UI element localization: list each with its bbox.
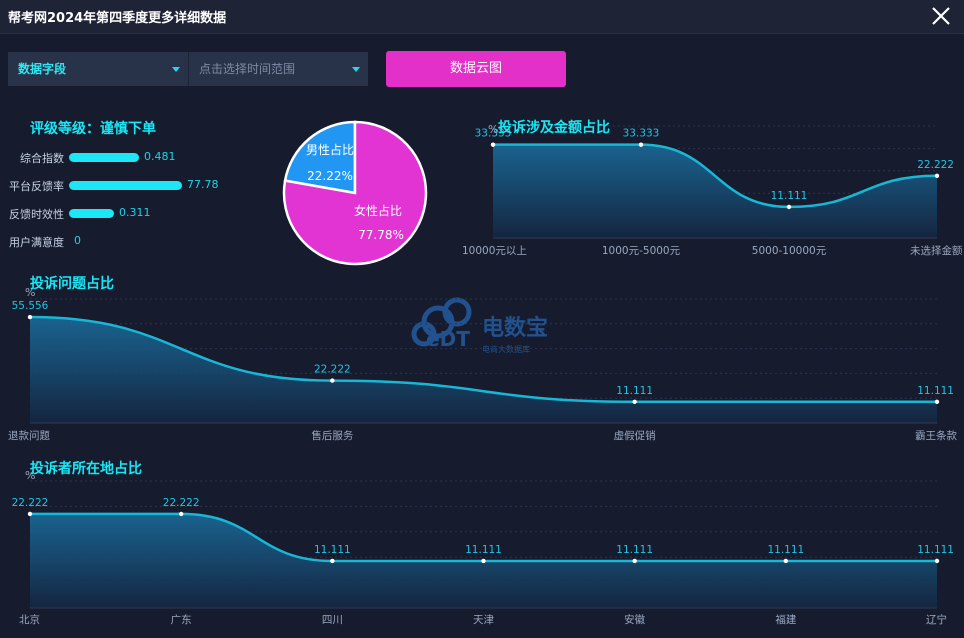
pie-slice-label: 男性占比 bbox=[306, 142, 354, 157]
chevron-down-icon bbox=[172, 67, 180, 72]
data-cloud-button[interactable]: 数据云图 bbox=[386, 51, 566, 87]
data-label: 11.111 bbox=[771, 190, 808, 202]
series-line bbox=[492, 143, 938, 209]
rating-metric-bar bbox=[69, 153, 139, 162]
pie-slice bbox=[282, 120, 428, 266]
category-label: 售后服务 bbox=[311, 429, 353, 442]
rating-title: 评级等级：谨慎下单 bbox=[30, 121, 156, 137]
cloud-logo-icon bbox=[411, 321, 437, 347]
data-label: 11.111 bbox=[616, 544, 653, 556]
data-point bbox=[632, 399, 637, 405]
category-label: 1000元-5000元 bbox=[602, 245, 681, 257]
data-label: 22.222 bbox=[12, 497, 49, 509]
data-label: 11.111 bbox=[917, 544, 954, 556]
data-point bbox=[934, 173, 940, 178]
category-label: 虚假促销 bbox=[614, 429, 656, 442]
area-fill bbox=[493, 144, 937, 238]
data-point bbox=[481, 558, 486, 564]
category-label: 广东 bbox=[171, 613, 192, 626]
category-label: 5000-10000元 bbox=[752, 245, 827, 257]
amount-chart-title: 投诉涉及金额占比 bbox=[498, 120, 610, 136]
data-label: 33.333 bbox=[475, 128, 512, 140]
data-point bbox=[934, 399, 940, 405]
time-range-select[interactable]: 点击选择时间范围 bbox=[188, 52, 368, 86]
data-label: 11.111 bbox=[767, 544, 804, 556]
data-point bbox=[638, 142, 644, 147]
data-point bbox=[783, 558, 789, 564]
data-field-select[interactable]: 数据字段 bbox=[8, 52, 188, 86]
data-point bbox=[786, 204, 792, 210]
data-point bbox=[632, 558, 637, 564]
data-point bbox=[330, 558, 335, 564]
data-point bbox=[27, 314, 33, 320]
watermark-brand: 电数宝 bbox=[482, 315, 548, 341]
category-label: 辽宁 bbox=[926, 613, 947, 626]
series-line bbox=[29, 315, 937, 404]
data-label: 11.111 bbox=[314, 544, 351, 556]
window-title: 帮考网2024年第四季度更多详细数据 bbox=[8, 11, 227, 26]
unit-label: % bbox=[25, 469, 35, 482]
location-area-chart: 22.222 北京 22.222 广东 11.111 四川 11.111 天津 11.111 安徽… bbox=[12, 469, 954, 626]
rating-metric-label: 反馈时效性 bbox=[9, 208, 64, 221]
pie-slice-percent: 22.22% bbox=[307, 169, 353, 183]
rating-metric-value: 0.311 bbox=[119, 206, 151, 219]
data-point bbox=[934, 558, 940, 564]
category-label: 10000元以上 bbox=[462, 245, 527, 257]
unit-label: % bbox=[25, 286, 35, 299]
issue-area-chart: 55.556 退款问题 22.222 售后服务 11.111 虚假促销 11.111 霸王条款… bbox=[8, 286, 957, 442]
location-chart-title: 投诉者所在地占比 bbox=[30, 461, 142, 477]
pie-slice-percent: 77.78% bbox=[358, 228, 404, 242]
data-point bbox=[178, 511, 184, 517]
close-icon bbox=[932, 7, 950, 25]
category-label: 退款问题 bbox=[8, 429, 50, 442]
rating-metric-label: 平台反馈率 bbox=[9, 180, 64, 193]
issue-chart-title: 投诉问题占比 bbox=[30, 276, 114, 292]
data-field-select-value: 数据字段 bbox=[18, 62, 67, 76]
category-label: 天津 bbox=[473, 614, 494, 626]
data-point bbox=[27, 511, 33, 517]
chevron-down-icon bbox=[352, 67, 360, 72]
rating-metric-label: 用户满意度 bbox=[9, 236, 64, 249]
rating-metric-value: 0.481 bbox=[144, 150, 176, 163]
area-fill bbox=[30, 317, 937, 423]
pie-slice bbox=[283, 120, 357, 195]
watermark-logo-text: eDT bbox=[426, 327, 470, 351]
data-label: 22.222 bbox=[314, 364, 351, 376]
category-label: 霸王条款 bbox=[915, 429, 957, 442]
data-label: 22.222 bbox=[163, 497, 200, 509]
rating-metric-value: 77.78 bbox=[187, 178, 219, 191]
close-button[interactable] bbox=[930, 5, 952, 27]
data-label: 11.111 bbox=[465, 544, 502, 556]
category-label: 北京 bbox=[19, 613, 40, 626]
rating-metric-bar bbox=[69, 209, 114, 218]
time-range-placeholder: 点击选择时间范围 bbox=[199, 62, 296, 76]
rating-metric-value: 0 bbox=[74, 234, 81, 247]
rating-metric-bar bbox=[69, 181, 182, 190]
data-label: 33.333 bbox=[623, 128, 660, 140]
unit-label: % bbox=[488, 123, 498, 136]
data-label: 22.222 bbox=[917, 159, 954, 171]
rating-metric-label: 综合指数 bbox=[20, 152, 64, 165]
data-label: 11.111 bbox=[917, 385, 954, 397]
data-label: 11.111 bbox=[616, 385, 653, 397]
category-label: 四川 bbox=[322, 614, 343, 626]
pie-slice-label: 女性占比 bbox=[354, 203, 402, 218]
data-point bbox=[490, 142, 496, 147]
amount-area-chart: 33.333 10000元以上 33.333 1000元-5000元 11.111 500… bbox=[462, 123, 963, 257]
category-label: 福建 bbox=[775, 613, 796, 626]
category-label: 未选择金额 bbox=[910, 244, 963, 257]
data-point bbox=[330, 378, 335, 383]
category-label: 安徽 bbox=[624, 613, 645, 626]
data-label: 55.556 bbox=[12, 300, 49, 312]
title-bar: 帮考网2024年第四季度更多详细数据 bbox=[0, 0, 964, 34]
